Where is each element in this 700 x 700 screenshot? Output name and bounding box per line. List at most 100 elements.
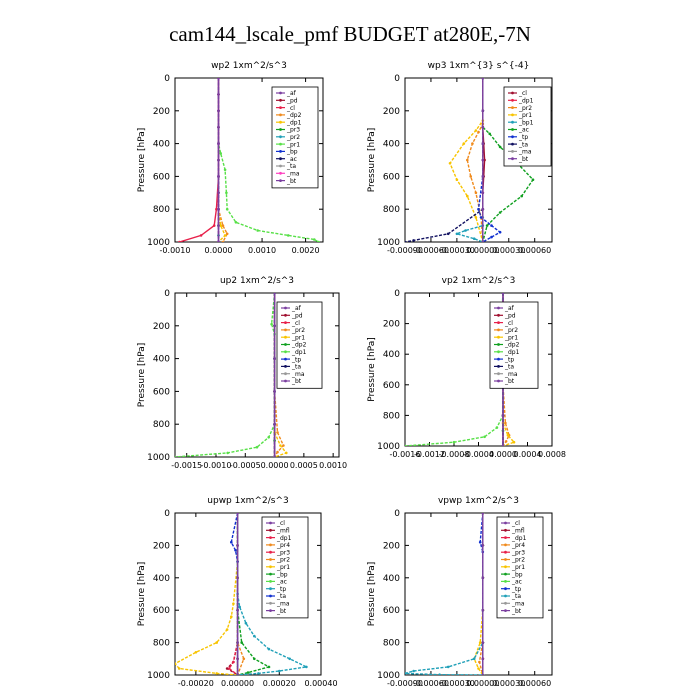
legend-entry: _dp1 [276, 535, 292, 542]
legend: _cl_mfl_dp1_pr4_pr3_pr2_pr1_bp_ac_tp_ta_… [261, 516, 309, 619]
x-tick-label: 0.0020 [292, 246, 320, 255]
data-point [236, 608, 239, 612]
y-tick-label: 600 [383, 606, 400, 616]
x-tick-label: 0.00030 [492, 246, 525, 255]
data-point [501, 414, 505, 417]
figure-title: cam144_lscale_pmf BUDGET at280E,-7N [169, 22, 531, 46]
data-point [225, 667, 229, 670]
legend-marker [504, 609, 507, 612]
y-tick-label: 600 [153, 172, 170, 182]
legend-entry: _bp [511, 571, 523, 578]
legend-marker [511, 135, 514, 139]
data-point [498, 145, 502, 149]
series-group [175, 293, 288, 457]
legend-entry: _bt [286, 178, 297, 185]
legend-marker [511, 142, 514, 146]
data-point [478, 540, 482, 544]
y-tick-label: 200 [153, 322, 170, 332]
data-point [405, 672, 407, 675]
data-point [448, 162, 452, 165]
data-point [481, 641, 485, 644]
data-point [501, 444, 505, 446]
legend-marker [511, 150, 514, 153]
data-point [531, 178, 535, 181]
legend-entry: _pr2 [276, 557, 290, 564]
legend-entry: _bp [276, 571, 288, 578]
y-axis-label: Pressure [hPa] [137, 128, 147, 193]
legend-entry: _dp1 [504, 349, 520, 356]
y-tick-label: 1000 [147, 238, 170, 248]
legend-marker [279, 157, 282, 161]
legend-marker [497, 306, 500, 310]
x-tick-label: 0.00000 [466, 679, 499, 688]
data-point [240, 641, 243, 644]
data-point [232, 660, 235, 664]
data-point [177, 667, 181, 670]
legend-entry: _pr1 [276, 564, 290, 571]
legend-marker [511, 120, 514, 124]
data-point [253, 657, 256, 661]
y-tick-label: 0 [164, 509, 170, 519]
legend: _cl_dp1_pr2_pr1_bp1_ac_tp_ta_ma_bt [503, 86, 552, 167]
data-point [236, 641, 239, 644]
data-point [236, 513, 239, 515]
legend-entry: _bp1 [518, 119, 534, 126]
legend-entry: _ta [286, 163, 296, 170]
legend-entry: _dp1 [286, 119, 302, 126]
data-point [481, 175, 485, 178]
legend-entry: _dp2 [291, 342, 307, 349]
y-tick-label: 600 [153, 387, 170, 397]
legend-entry: _ac [518, 127, 529, 134]
legend-entry: _bt [518, 156, 529, 163]
data-point [230, 615, 233, 618]
y-tick-label: 400 [153, 355, 170, 365]
legend-marker [504, 565, 507, 569]
legend-marker [504, 521, 507, 525]
data-point [257, 672, 260, 675]
legend-marker [269, 521, 272, 525]
legend-marker [511, 91, 514, 95]
data-point [504, 440, 508, 443]
legend-entry: _pr4 [276, 542, 290, 549]
x-tick-label: 0.00020 [263, 679, 296, 688]
legend-marker [504, 536, 507, 539]
data-point [481, 207, 485, 211]
data-point [234, 549, 237, 552]
x-tick-label: 0.0005 [290, 461, 318, 470]
data-point [217, 207, 220, 211]
legend-entry: _ac [276, 579, 287, 586]
data-point [305, 665, 308, 669]
legend-marker [511, 113, 514, 117]
x-tick-label: -0.00090 [387, 679, 423, 688]
series-group [405, 78, 535, 242]
legend-marker [504, 572, 507, 576]
data-point [221, 240, 225, 242]
data-point [405, 444, 407, 446]
data-point [469, 175, 473, 178]
legend-entry: _ta [518, 141, 528, 148]
data-point [223, 234, 227, 237]
legend-entry: _pd [286, 98, 298, 105]
data-point [273, 293, 276, 295]
legend-marker [279, 98, 282, 102]
legend-entry: _dp1 [511, 535, 527, 542]
legend-entry: _ac [286, 156, 297, 163]
data-point [219, 224, 222, 227]
legend-marker [284, 306, 287, 310]
legend-marker [497, 321, 500, 324]
legend-marker [284, 350, 287, 354]
legend-entry: _pr2 [518, 105, 532, 112]
data-point [253, 634, 256, 638]
y-tick-label: 800 [153, 639, 170, 649]
x-tick-label: -0.0012 [414, 450, 445, 459]
legend-marker [284, 328, 287, 332]
x-tick-label: -0.0004 [463, 450, 494, 459]
legend-entry: _bt [511, 608, 522, 615]
x-tick-label: -0.0015 [171, 461, 202, 470]
data-point [288, 657, 292, 661]
legend-marker [269, 543, 272, 547]
y-axis-label: Pressure [hPa] [137, 562, 147, 627]
data-point [464, 229, 467, 232]
legend-entry: _pd [504, 313, 516, 320]
legend-marker [284, 335, 287, 339]
